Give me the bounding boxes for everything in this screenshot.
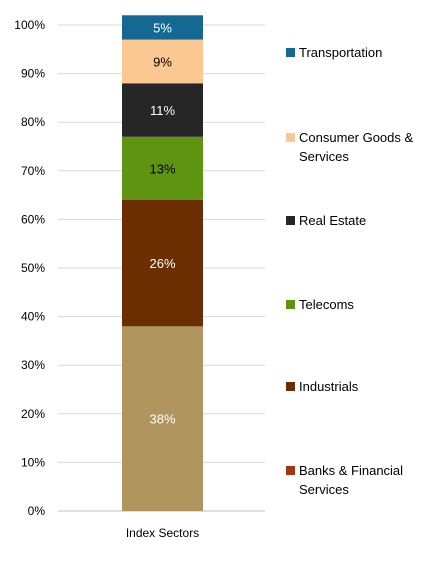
bar-segment xyxy=(122,83,203,137)
x-axis: Index Sectors xyxy=(126,526,199,540)
bar-segment xyxy=(122,199,203,327)
y-tick-label: 10% xyxy=(21,455,45,469)
bar-segment xyxy=(122,15,203,40)
data-label: 26% xyxy=(149,256,175,271)
legend-label: Real Estate xyxy=(299,213,366,228)
legend-label: Consumer Goods & Services xyxy=(299,130,413,164)
y-tick-label: 90% xyxy=(21,67,45,81)
legend-swatch xyxy=(286,300,295,309)
data-label: 13% xyxy=(149,161,175,176)
bar-segment xyxy=(122,39,203,84)
legend-swatch xyxy=(286,216,295,225)
y-tick-label: 80% xyxy=(21,115,45,129)
y-tick-label: 30% xyxy=(21,358,45,372)
legend-swatch xyxy=(286,382,295,391)
bar-segment xyxy=(122,326,203,511)
data-label: 5% xyxy=(153,20,172,35)
x-category-label: Index Sectors xyxy=(126,526,199,540)
y-tick-label: 50% xyxy=(21,261,45,275)
legend-label: Transportation xyxy=(299,45,382,60)
bar-segments: 38% 26% 13% 11% 9% 5% xyxy=(122,15,203,511)
bar-segment xyxy=(122,136,203,200)
legend-label: Banks & Financial Services xyxy=(299,463,403,497)
legend-label: Industrials xyxy=(299,379,359,394)
legend: Transportation Consumer Goods & Services Re… xyxy=(286,45,413,497)
y-tick-label: 0% xyxy=(28,504,46,518)
data-label: 9% xyxy=(153,54,172,69)
y-tick-label: 100% xyxy=(14,18,45,32)
data-label: 11% xyxy=(150,103,175,118)
legend-label: Telecoms xyxy=(299,297,354,312)
y-tick-label: 40% xyxy=(21,310,45,324)
data-label: 38% xyxy=(149,412,175,427)
y-axis: 0% 10% 20% 30% 40% 50% 60% 70% 80% 90% 100% xyxy=(14,18,45,518)
y-tick-label: 60% xyxy=(21,212,45,226)
legend-swatch xyxy=(286,466,295,475)
y-tick-label: 20% xyxy=(21,407,45,421)
y-tick-label: 70% xyxy=(21,164,45,178)
legend-swatch xyxy=(286,48,295,57)
legend-swatch xyxy=(286,133,295,142)
